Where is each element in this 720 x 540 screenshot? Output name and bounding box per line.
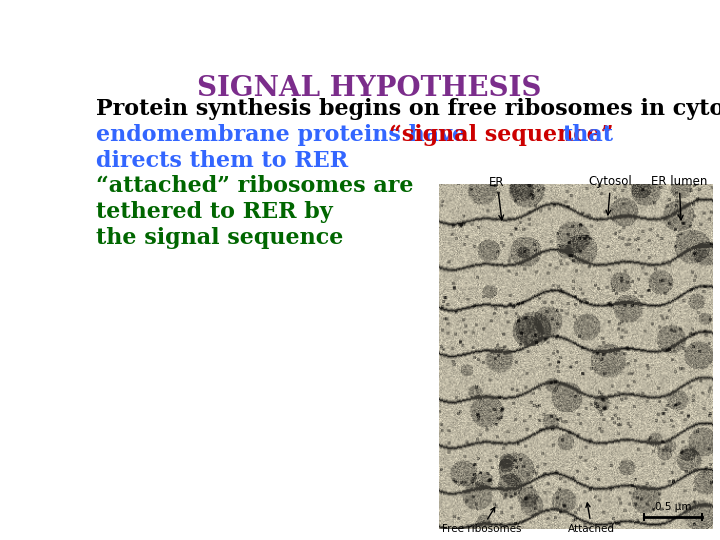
Text: 0.5 μm: 0.5 μm [655, 502, 692, 512]
Text: ER: ER [490, 176, 505, 220]
Text: Free ribosomes: Free ribosomes [441, 508, 521, 534]
Text: SIGNAL HYPOTHESIS: SIGNAL HYPOTHESIS [197, 75, 541, 102]
Text: Attached: Attached [568, 503, 616, 534]
Text: endomembrane proteins have: endomembrane proteins have [96, 124, 474, 146]
Text: directs them to RER: directs them to RER [96, 150, 348, 172]
Text: tethered to RER by: tethered to RER by [96, 201, 333, 223]
Text: ER lumen: ER lumen [651, 174, 707, 220]
Text: Cytosol: Cytosol [589, 174, 633, 215]
Text: the signal sequence: the signal sequence [96, 227, 343, 249]
Text: that: that [562, 124, 613, 146]
Text: “signal sequence”: “signal sequence” [389, 124, 613, 146]
Text: Protein synthesis begins on free ribosomes in cytoplasm: Protein synthesis begins on free ribosom… [96, 98, 720, 120]
Text: “attached” ribosomes are: “attached” ribosomes are [96, 176, 413, 198]
